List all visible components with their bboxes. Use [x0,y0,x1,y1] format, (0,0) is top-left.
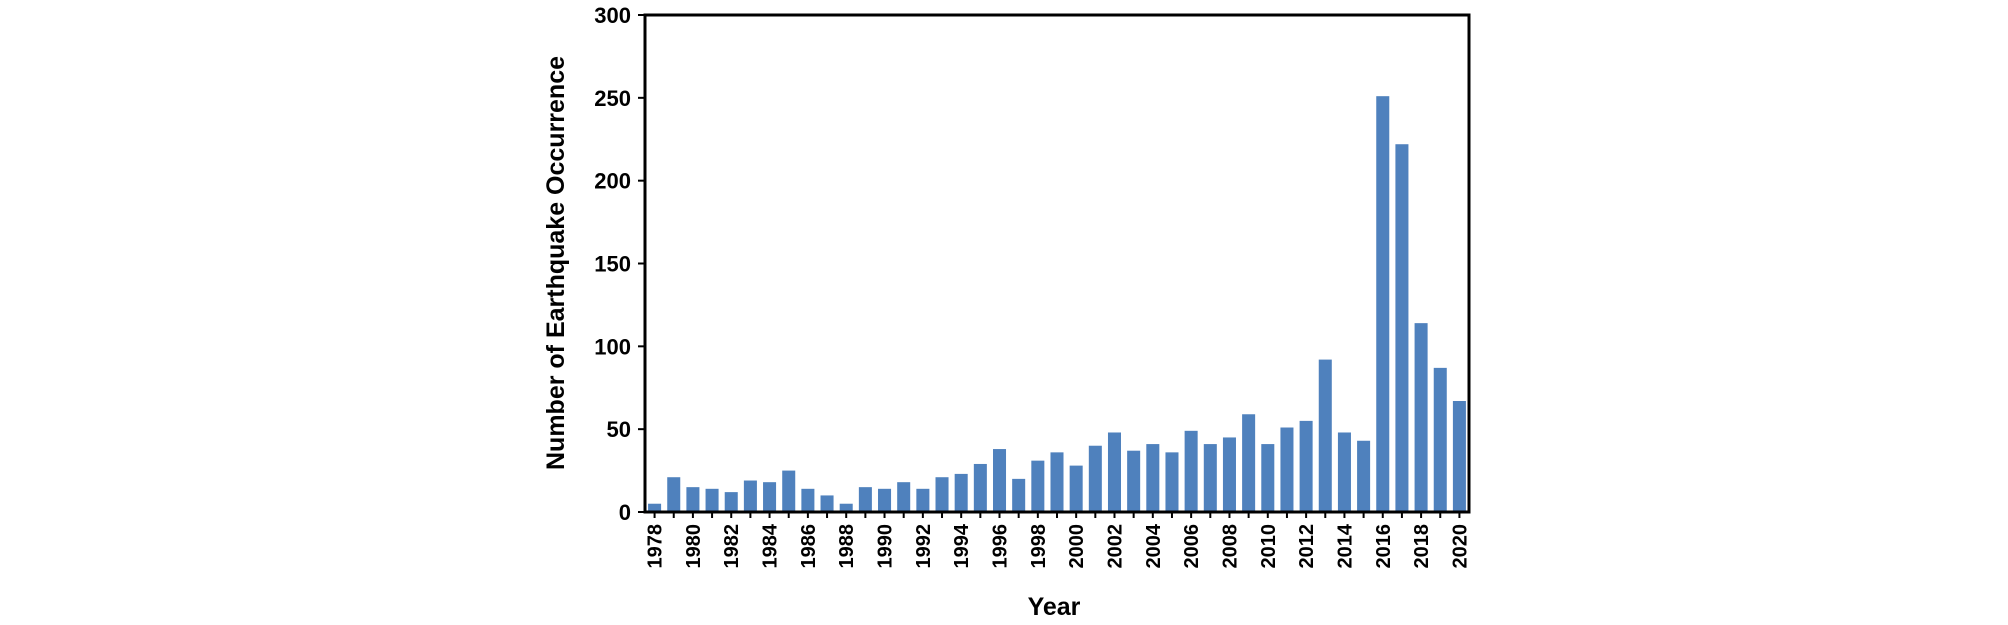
x-tick-label-2016: 2016 [1373,524,1395,569]
bar-1979 [667,477,681,512]
x-tick-label-2018: 2018 [1411,524,1433,569]
bar-2017 [1395,144,1409,512]
x-tick-label-1984: 1984 [760,523,782,568]
x-tick-label-1998: 1998 [1028,524,1050,569]
bar-2016 [1376,96,1390,513]
bar-1978 [648,503,662,512]
bar-1981 [705,488,719,512]
bar-2002 [1107,432,1121,512]
bar-2003 [1127,450,1141,512]
y-tick-label: 50 [607,417,631,442]
bar-2011 [1280,427,1294,512]
bar-1985 [782,470,796,512]
bar-2007 [1203,444,1217,512]
bar-1988 [839,503,853,512]
bar-1991 [897,482,911,512]
x-tick-label-1994: 1994 [951,523,973,568]
x-tick-label-2004: 2004 [1143,523,1165,568]
bar-1984 [763,482,777,512]
bar-1989 [858,487,872,512]
x-axis-title: Year [1028,593,1081,621]
x-tick-label-2012: 2012 [1296,524,1318,569]
bar-2001 [1088,445,1102,512]
x-tick-label-2002: 2002 [1104,524,1126,569]
x-tick-label-1988: 1988 [836,524,858,569]
bar-2015 [1357,440,1371,512]
bar-2006 [1184,430,1198,512]
bar-2008 [1222,437,1236,512]
bar-2019 [1433,367,1447,512]
bar-1990 [878,488,892,512]
bar-1992 [916,488,930,512]
bar-1982 [724,492,738,512]
bar-1986 [801,488,815,512]
bar-1998 [1031,460,1045,512]
y-tick-label: 200 [594,169,631,194]
x-tick-label-1992: 1992 [913,524,935,569]
bar-1980 [686,487,700,512]
bar-2012 [1299,420,1313,512]
bar-1993 [935,477,949,512]
x-tick-label-2014: 2014 [1334,523,1356,568]
bar-2004 [1146,444,1160,512]
x-tick-label-1978: 1978 [645,524,667,569]
x-tick-label-1982: 1982 [721,524,743,569]
y-tick-label: 300 [594,3,631,28]
bar-2013 [1318,359,1332,512]
bar-1996 [993,449,1007,512]
bar-1997 [1012,478,1026,512]
bar-2009 [1242,414,1256,512]
x-axis-ticks: 1978 1980 1982 1984 1986 1988 1990 1992 1994 1996… [645,512,1471,569]
y-axis-title: Number of Earthquake Occurrence [542,56,570,470]
bar-2010 [1261,444,1275,512]
x-tick-label-1986: 1986 [798,524,820,569]
bar-2018 [1414,323,1428,512]
bar-1983 [743,480,757,512]
bar-1987 [820,495,834,512]
bar-1999 [1050,452,1064,512]
bar-2000 [1069,465,1083,512]
bar-2020 [1452,401,1466,512]
y-axis-ticks: 0 50 100 150 200 250 300 [594,3,645,525]
x-tick-label-2020: 2020 [1449,524,1471,569]
bar-2005 [1165,452,1179,512]
x-tick-label-2008: 2008 [1219,524,1241,569]
x-tick-label-2006: 2006 [1181,524,1203,569]
y-tick-label: 0 [619,500,631,525]
x-tick-label-2010: 2010 [1258,524,1280,569]
y-tick-label: 100 [594,334,631,359]
bars-group [648,96,1466,513]
bar-1994 [954,473,968,512]
y-tick-label: 250 [594,86,631,111]
x-tick-label-2000: 2000 [1066,524,1088,569]
bar-1995 [973,463,987,512]
bar-2014 [1337,432,1351,512]
x-tick-label-1996: 1996 [990,524,1012,569]
y-tick-label: 150 [594,252,631,277]
x-tick-label-1990: 1990 [875,524,897,569]
x-tick-label-1980: 1980 [683,524,705,569]
